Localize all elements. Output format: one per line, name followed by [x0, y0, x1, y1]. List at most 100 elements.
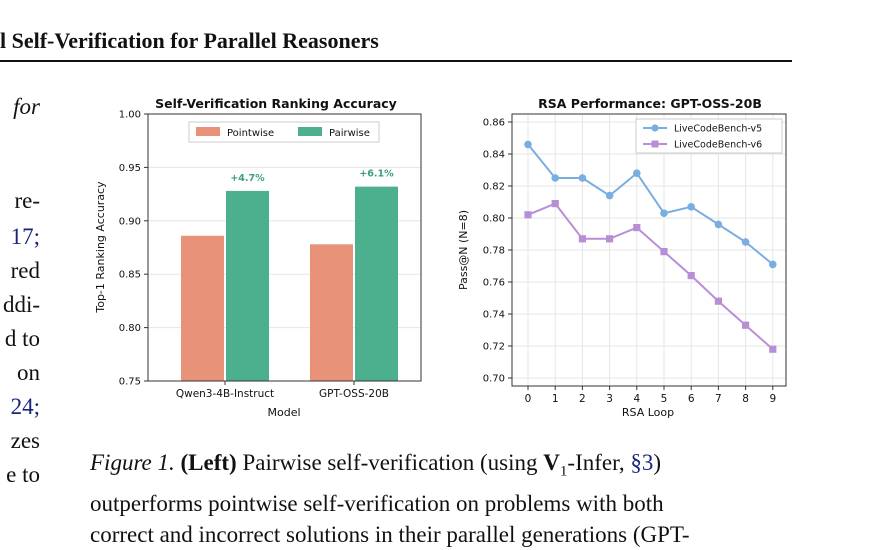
right-x-tick-label: 3: [606, 393, 613, 405]
left-line-5: d to: [4, 326, 40, 351]
left-chart-frame: [147, 113, 422, 382]
left-chart-xlabel: Model: [267, 406, 300, 419]
point-v6-4: [633, 224, 641, 232]
left-y-tick-label: 0.90: [119, 216, 141, 227]
left-y-tick-label: 1.00: [119, 110, 141, 121]
bar-gain-annotation: +6.1%: [359, 169, 394, 180]
right-legend-box: [635, 118, 783, 154]
legend-marker-v5: [651, 124, 659, 132]
caption-text-3: ): [653, 450, 662, 475]
point-v5-9: [769, 260, 777, 269]
point-v6-6: [687, 272, 695, 280]
left-line-4: ddi-: [2, 292, 40, 317]
right-y-tick-label: 0.74: [483, 310, 505, 321]
left-line-3: red: [10, 258, 40, 283]
left-y-tick-label: 0.75: [119, 377, 141, 388]
legend-swatch-pointwise: [196, 127, 220, 136]
point-v6-5: [660, 248, 668, 256]
bar-pairwise-1: [355, 186, 398, 381]
caption-line-3: correct and incorrect solutions in their…: [90, 521, 690, 547]
series-line-1: [527, 202, 774, 350]
right-chart-title: RSA Performance: GPT-OSS-20B: [538, 96, 762, 111]
right-y-tick-label: 0.76: [483, 278, 505, 289]
bar-pointwise-1: [310, 244, 353, 381]
right-x-tick-label: 5: [661, 393, 668, 405]
left-chart-title: Self-Verification Ranking Accuracy: [155, 96, 397, 111]
left-chart-x-ticks: Qwen3-4B-Instruct GPT-OSS-20B: [176, 381, 389, 400]
caption-text-2: -Infer,: [567, 450, 631, 475]
left-line-9: e to: [6, 462, 40, 487]
left-line-1: re-: [14, 188, 40, 213]
right-y-tick-label: 0.86: [483, 118, 505, 129]
caption-v-symbol: V: [543, 450, 560, 475]
caption-v-subscript: 1: [559, 463, 568, 480]
right-x-tick-label: 1: [552, 393, 559, 405]
left-chart-ylabel: Top-1 Ranking Accuracy: [94, 181, 107, 314]
right-chart-lines: [524, 140, 777, 353]
point-v6-7: [714, 297, 722, 305]
point-v5-8: [741, 238, 750, 246]
left-chart-y-ticks: 0.75 0.80 0.85 0.90 0.95 1.00: [119, 110, 148, 388]
left-line-7[interactable]: 24;: [10, 394, 40, 419]
left-y-tick-label: 0.95: [119, 163, 141, 174]
point-v6-1: [551, 200, 559, 208]
left-line-2[interactable]: 17;: [10, 224, 40, 249]
bar-gain-annotation: +4.7%: [230, 173, 265, 184]
right-chart-grid: [512, 114, 786, 386]
point-v6-0: [524, 211, 532, 219]
caption-text-1: Pairwise self-verification (using: [236, 450, 544, 475]
figure-caption: Figure 1. (Left) Pairwise self-verificat…: [90, 447, 792, 550]
point-v5-0: [524, 140, 532, 149]
rsa-performance-chart: RSA Performance: GPT-OSS-20B 0.700.720.7…: [457, 96, 787, 419]
legend-label-v6: LiveCodeBench-v6: [674, 140, 762, 151]
point-v5-1: [551, 174, 559, 182]
left-chart-annotations: +4.7% +6.1%: [230, 169, 394, 184]
point-v6-9: [769, 345, 777, 353]
right-x-tick-label: 4: [633, 393, 640, 405]
ranking-accuracy-chart: Self-Verification Ranking Accuracy +4.7%…: [94, 96, 422, 419]
legend-label-v5: LiveCodeBench-v5: [674, 124, 762, 135]
legend-swatch-pairwise: [298, 127, 322, 136]
caption-section-link[interactable]: §3: [630, 450, 654, 475]
right-y-tick-label: 0.80: [483, 214, 505, 225]
left-line-8: zes: [10, 428, 40, 453]
running-header: l Self-Verification for Parallel Reasone…: [0, 28, 379, 53]
right-chart: RSA Performance: GPT-OSS-20B 0.70 0.72 0.7…: [452, 92, 792, 422]
point-v5-3: [605, 191, 614, 200]
point-v6-2: [578, 235, 586, 243]
right-chart-xlabel: RSA Loop: [622, 406, 674, 419]
left-y-tick-label: 0.80: [119, 323, 141, 334]
left-chart-legend: Pointwise Pairwise: [188, 121, 380, 143]
right-x-tick-label: 6: [688, 393, 695, 405]
right-y-tick-label: 0.84: [483, 150, 505, 161]
left-line-0: for: [13, 94, 40, 119]
right-y-tick-label: 0.70: [483, 374, 505, 385]
caption-figure-label: Figure 1.: [90, 450, 175, 475]
left-line-6: on: [17, 360, 40, 385]
caption-line-2: outperforms pointwise self-verification …: [90, 490, 664, 516]
caption-left-label: (Left): [180, 450, 237, 475]
point-v5-2: [578, 174, 587, 182]
left-y-tick-label: 0.85: [119, 270, 141, 281]
point-v6-3: [606, 235, 614, 243]
right-x-tick-label: 7: [715, 393, 722, 405]
legend-label-pointwise: Pointwise: [227, 128, 274, 139]
left-x-tick-label: GPT-OSS-20B: [319, 388, 389, 400]
right-chart-legend: LiveCodeBench-v5 LiveCodeBench-v6: [635, 118, 783, 154]
right-chart-y-ticks: 0.70 0.72 0.74 0.76 0.78 0.80 0.82 0.84 0.86: [483, 118, 512, 385]
series-line-0: [527, 143, 774, 266]
right-chart-ylabel: Pass@N (N=8): [457, 210, 470, 290]
left-chart: Self-Verification Ranking Accuracy +4.7%…: [88, 92, 433, 422]
bar-pairwise-0: [226, 190, 269, 381]
point-v5-5: [660, 209, 668, 217]
right-y-tick-label: 0.82: [483, 182, 505, 193]
left-legend-box: [188, 121, 380, 143]
right-x-tick-label: 2: [579, 393, 586, 405]
right-x-tick-label: 9: [769, 393, 776, 405]
right-x-tick-label: 8: [742, 393, 749, 405]
legend-marker-v6: [651, 140, 659, 148]
left-chart-bars: [181, 186, 398, 381]
left-x-tick-label: Qwen3-4B-Instruct: [176, 388, 274, 400]
point-v5-7: [714, 220, 723, 229]
point-v5-4: [633, 169, 641, 177]
